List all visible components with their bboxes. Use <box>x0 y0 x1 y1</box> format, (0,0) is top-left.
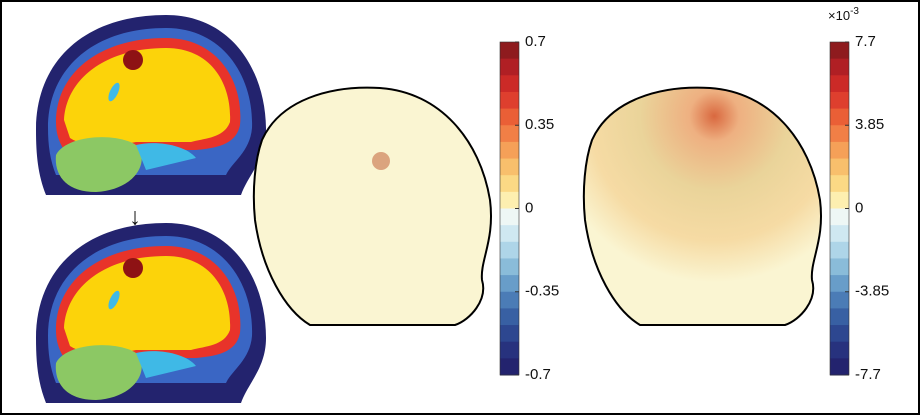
colorbar-cell <box>500 308 519 325</box>
colorbar-cell <box>830 192 849 209</box>
colorbar-cell <box>500 175 519 192</box>
multiplier: ×10-3 <box>828 6 859 24</box>
tick-label: 3.85 <box>855 116 884 133</box>
colorbar-cell <box>500 242 519 259</box>
colorbar-cell <box>830 325 849 342</box>
colorbar-cell <box>500 225 519 242</box>
tick-label: 7.7 <box>855 33 876 50</box>
colorbar-cell <box>830 109 849 126</box>
brain-segmentation <box>36 223 266 403</box>
colorbar-cell <box>830 92 849 109</box>
colorbar-cell <box>830 42 849 59</box>
colorbar-cell <box>500 292 519 309</box>
colorbar-cell <box>500 42 519 59</box>
colorbar-cell <box>500 325 519 342</box>
brain-segmentation <box>36 15 266 195</box>
colorbar-cell <box>830 242 849 259</box>
source <box>372 152 390 170</box>
colorbar-cell <box>830 175 849 192</box>
colorbar-cell <box>830 258 849 275</box>
tick-label: 0 <box>525 199 533 216</box>
tick-label: 0.7 <box>525 33 546 50</box>
colorbar-cell <box>830 358 849 375</box>
colorbar-cell <box>500 59 519 76</box>
tick-label: 0 <box>855 199 863 216</box>
multiplier-base: ×10 <box>828 8 850 23</box>
colorbar-cell <box>500 125 519 142</box>
colorbar-cell <box>830 225 849 242</box>
tick-label: 0.35 <box>525 116 554 133</box>
colorbar-cell <box>830 75 849 92</box>
colorbar-cell <box>500 92 519 109</box>
colorbar-cell <box>830 342 849 359</box>
colorbar-cell <box>830 292 849 309</box>
colorbar-cell <box>830 159 849 176</box>
tick-label: -0.35 <box>525 283 559 300</box>
tick-label: -7.7 <box>855 366 881 383</box>
colorbar-cell <box>500 342 519 359</box>
arrow: ↓ <box>129 203 141 230</box>
colorbar-cell <box>500 209 519 226</box>
head-map <box>254 88 491 325</box>
colorbar-cell <box>500 109 519 126</box>
colorbar-cell <box>500 142 519 159</box>
multiplier-exponent: -3 <box>850 6 859 17</box>
colorbar-cell <box>830 59 849 76</box>
colorbar-cell <box>830 275 849 292</box>
colorbar-cell <box>830 125 849 142</box>
tick-label: -3.85 <box>855 283 889 300</box>
colorbar-cell <box>830 308 849 325</box>
colorbar-cell <box>500 275 519 292</box>
tick-label: -0.7 <box>525 366 551 383</box>
colorbar-cell <box>830 209 849 226</box>
colorbar-cell <box>830 142 849 159</box>
figure: ↓ 0.7 0.35 0 -0.35 -0.7 7.7 3.85 0 -3.85 -7.7 ×10-… <box>0 0 920 415</box>
colorbar-cell <box>500 258 519 275</box>
head-map <box>584 88 821 325</box>
colorbar-cell <box>500 75 519 92</box>
colorbar-cell <box>500 358 519 375</box>
colorbar-cell <box>500 192 519 209</box>
colorbar-cell <box>500 159 519 176</box>
